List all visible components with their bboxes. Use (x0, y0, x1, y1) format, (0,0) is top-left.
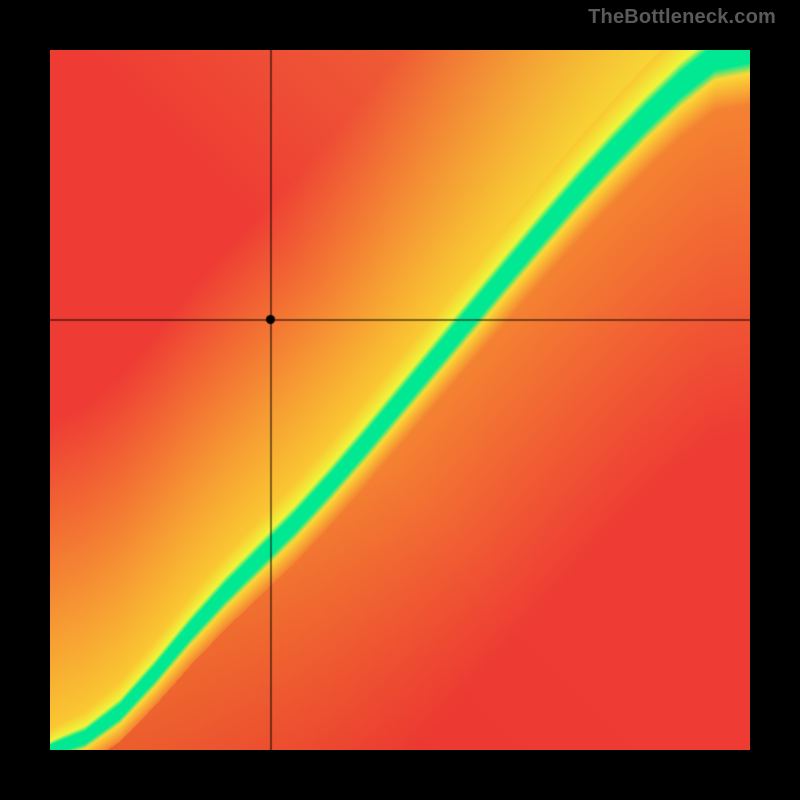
heatmap-canvas (50, 50, 750, 750)
watermark-text: TheBottleneck.com (588, 6, 776, 29)
bottleneck-heatmap (50, 50, 750, 750)
